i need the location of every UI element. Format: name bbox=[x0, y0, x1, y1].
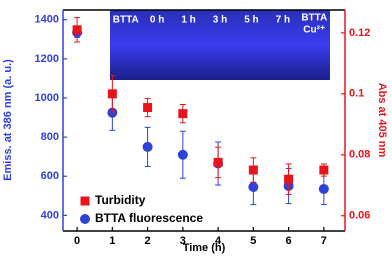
x-tick-label: 6 bbox=[286, 235, 292, 247]
x-axis-label: Time (h) bbox=[183, 242, 226, 254]
point bbox=[248, 165, 258, 175]
x-tick-label: 4 bbox=[215, 235, 222, 247]
y-tick-label: 400 bbox=[41, 209, 59, 221]
x-tick-label: 2 bbox=[145, 235, 151, 247]
inset-label: 0 h bbox=[150, 15, 164, 26]
y2-tick-label: 0.12 bbox=[349, 27, 370, 39]
legend-label: Turbidity bbox=[95, 193, 146, 207]
x-tick-label: 5 bbox=[250, 235, 256, 247]
point bbox=[107, 89, 117, 99]
y2-tick-label: 0.08 bbox=[349, 149, 370, 161]
y2-axis-label: Abs at 405 nm bbox=[376, 83, 388, 158]
point bbox=[178, 109, 188, 119]
y-tick-label: 1400 bbox=[35, 14, 59, 26]
point bbox=[318, 183, 329, 194]
point bbox=[143, 103, 153, 113]
inset-label: 1 h bbox=[181, 15, 195, 26]
point bbox=[248, 181, 259, 192]
point bbox=[72, 25, 82, 35]
point bbox=[142, 141, 153, 152]
legend-marker bbox=[80, 196, 90, 206]
x-tick-label: 7 bbox=[321, 235, 327, 247]
legend-label: BTTA fluorescence bbox=[95, 211, 203, 225]
inset-label: 5 h bbox=[244, 15, 258, 26]
point bbox=[177, 149, 188, 160]
y-tick-label: 600 bbox=[41, 170, 59, 182]
x-tick-label: 3 bbox=[180, 235, 186, 247]
point bbox=[319, 165, 329, 175]
y-tick-label: 1000 bbox=[35, 92, 59, 104]
y2-tick-label: 0.1 bbox=[349, 88, 364, 100]
inset-label: Cu²⁺ bbox=[303, 25, 325, 36]
inset-label: BTTA bbox=[301, 13, 327, 24]
x-tick-label: 0 bbox=[74, 235, 80, 247]
point bbox=[107, 107, 118, 118]
inset-label: 7 h bbox=[276, 15, 290, 26]
y2-tick-label: 0.06 bbox=[349, 210, 370, 222]
y-tick-label: 1200 bbox=[35, 53, 59, 65]
inset-label: 3 h bbox=[213, 15, 227, 26]
point bbox=[213, 157, 223, 167]
x-tick-label: 1 bbox=[109, 235, 115, 247]
y-axis-label: Emiss. at 386 nm (a. u.) bbox=[2, 59, 14, 181]
inset-photo bbox=[110, 10, 330, 80]
point bbox=[284, 174, 294, 184]
legend-marker bbox=[80, 214, 90, 224]
y-tick-label: 800 bbox=[41, 131, 59, 143]
inset-label: BTTA bbox=[113, 15, 139, 26]
